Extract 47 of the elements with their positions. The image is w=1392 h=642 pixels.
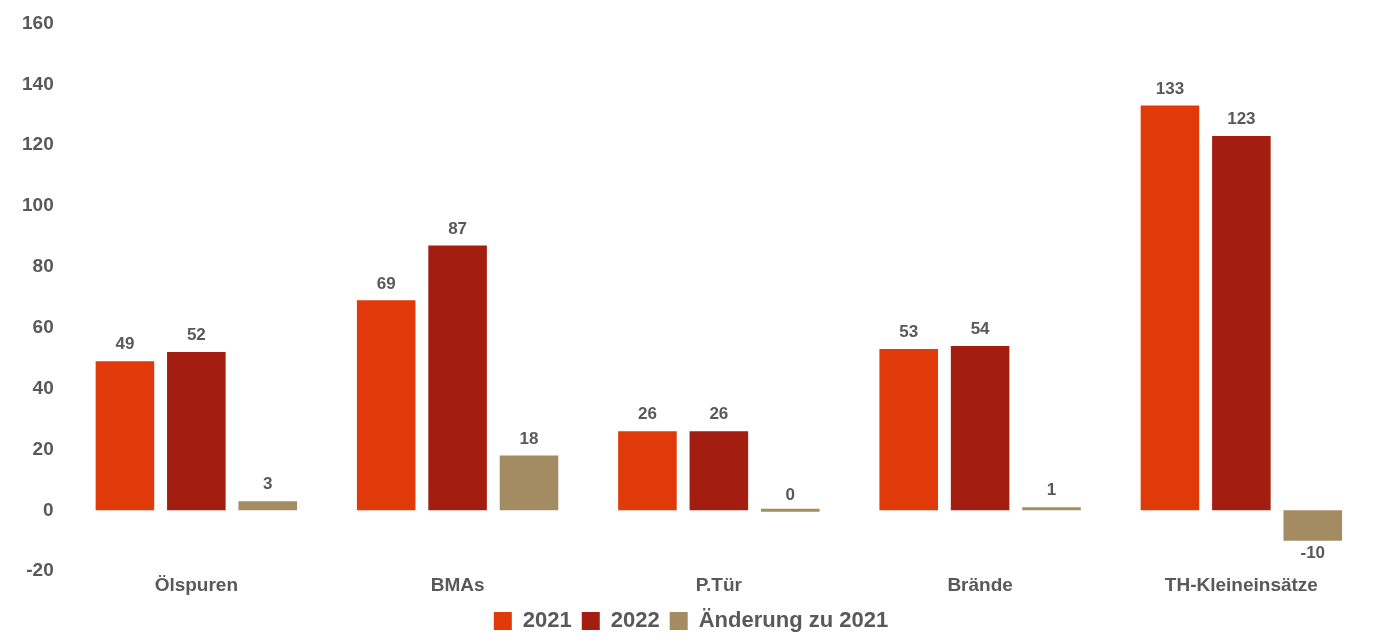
data-label: 1 [1046,480,1057,500]
bar [1212,136,1271,511]
bar [879,349,938,511]
x-tick-label: Ölspuren [154,573,239,595]
data-label: 0 [785,485,795,505]
bar [95,361,155,511]
data-label: 3 [263,474,273,494]
bar [1140,105,1200,511]
y-tick-label: 80 [32,255,54,277]
y-tick-label: 40 [32,376,54,398]
legend-label: Änderung zu 2021 [698,607,889,633]
y-tick-label: 60 [32,315,54,337]
data-label: 52 [186,325,206,345]
legend-label: 2022 [610,607,660,633]
bar [1283,510,1343,541]
data-label: 133 [1155,78,1185,98]
y-tick-label: 160 [22,11,54,33]
data-label: -10 [1300,542,1326,562]
y-tick-label: 100 [22,194,54,216]
data-label: 54 [970,319,991,339]
data-label: 26 [637,404,657,424]
bar [950,345,1010,511]
y-tick-label: 120 [22,133,54,155]
x-tick-label: TH-Kleineinsätze [1164,573,1318,595]
bar [356,300,416,511]
data-label: 49 [115,334,135,354]
data-label: 26 [709,404,729,424]
legend-label: 2021 [522,607,572,633]
bar [167,352,226,511]
data-label: 69 [376,273,396,293]
data-label: 53 [899,322,919,342]
x-tick-label: P.Tür [695,573,743,595]
y-tick-label: -20 [26,559,54,581]
bar [238,501,298,511]
x-tick-label: Brände [947,573,1013,595]
x-tick-label: BMAs [430,573,485,595]
y-tick-label: 140 [22,72,54,94]
bar [499,455,559,511]
y-tick-label: 0 [43,498,54,520]
y-tick-label: 20 [32,437,54,459]
bar [428,245,487,511]
data-label: 18 [519,428,539,448]
data-label: 123 [1227,109,1256,129]
bar [1022,507,1081,511]
data-label: 87 [448,218,468,238]
bar [689,431,749,511]
bar [618,431,677,511]
